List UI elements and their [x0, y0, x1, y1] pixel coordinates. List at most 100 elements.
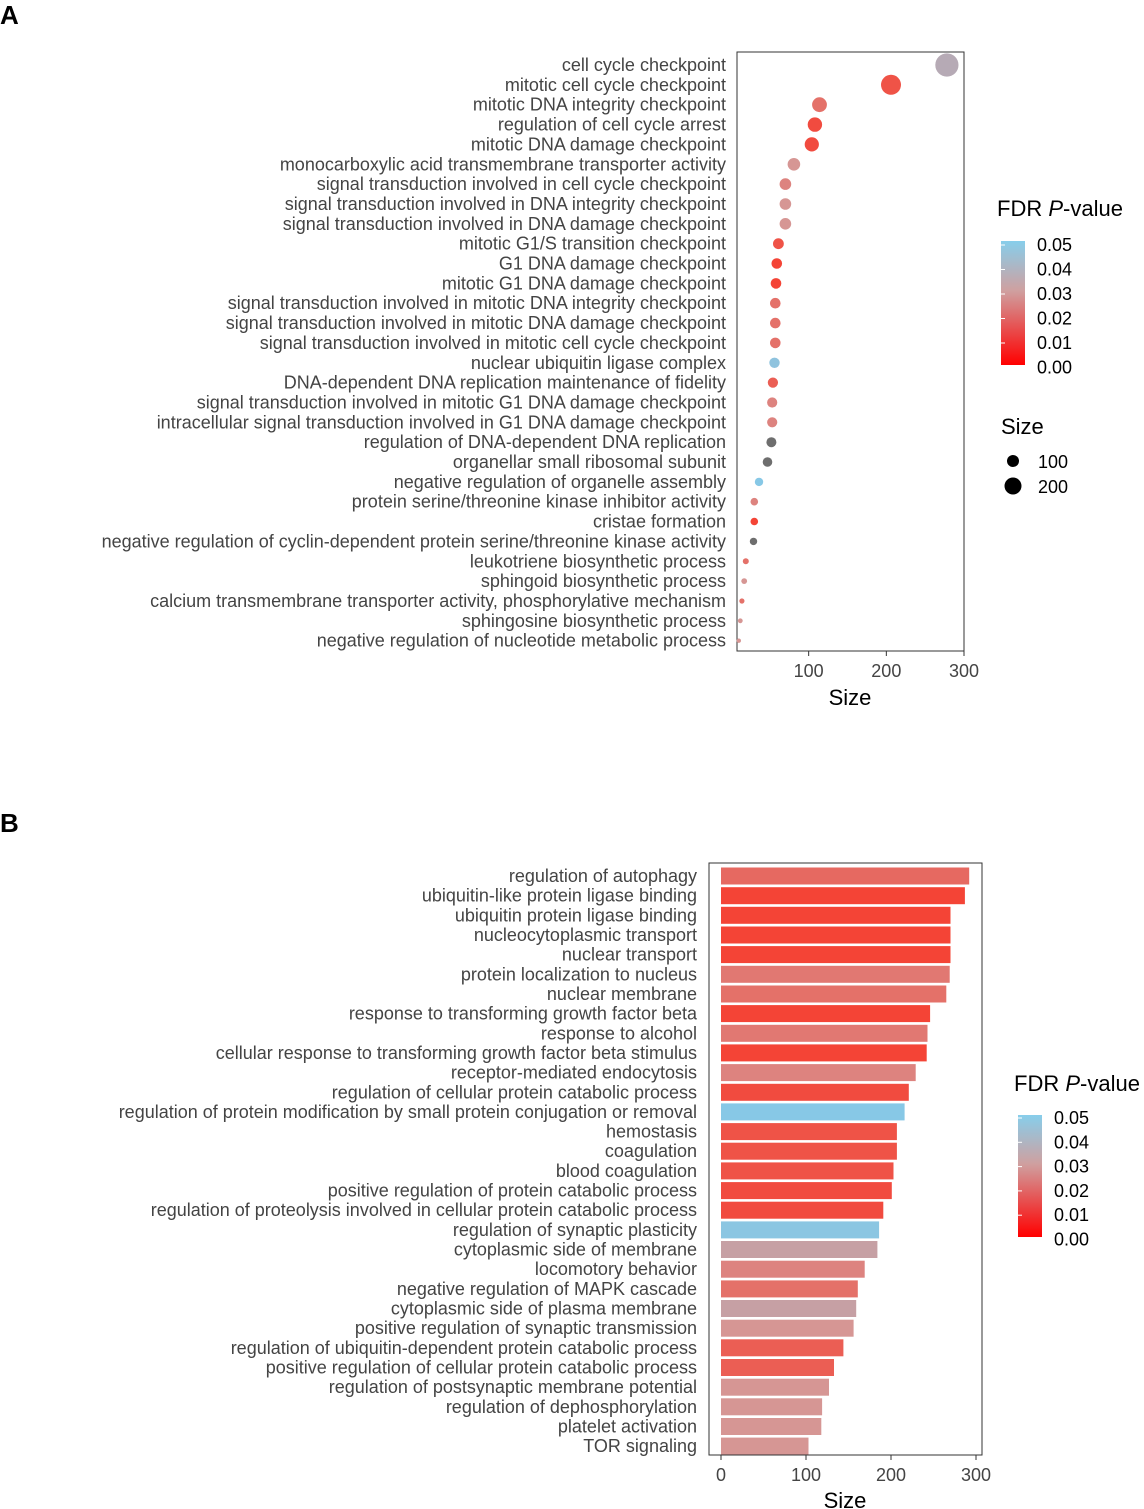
panel-b-bar-positive-regulation-of-synaptic-transmission: [721, 1319, 854, 1337]
panel-a-point-signal-transduction-involved-in-mitotic-g1-dna-damage-checkpoint: [767, 397, 778, 408]
panel-a-colorbar-label-0.03: 0.03: [1037, 284, 1072, 304]
panel-a-term-leukotriene-biosynthetic-process: leukotriene biosynthetic process: [470, 551, 726, 571]
panel-b-x-axis-title: Size: [824, 1488, 867, 1509]
panel-a-term-signal-transduction-involved-in-mitotic-cell-cycle-checkpoint: signal transduction involved in mitotic …: [260, 333, 726, 353]
panel-a-term-signal-transduction-involved-in-mitotic-g1-dna-damage-checkpoint: signal transduction involved in mitotic …: [197, 392, 726, 412]
panel-b-color-legend-title: FDR P-value: [1014, 1071, 1140, 1096]
panel-b-term-negative-regulation-of-mapk-cascade: negative regulation of MAPK cascade: [397, 1279, 697, 1299]
panel-a-term-signal-transduction-involved-in-cell-cycle-checkpoint: signal transduction involved in cell cyc…: [317, 174, 726, 194]
panel-b-term-regulation-of-ubiquitin-dependent-protein-catabolic-process: regulation of ubiquitin-dependent protei…: [231, 1338, 697, 1358]
panel-a-term-protein-serine-threonine-kinase-inhibitor-activity: protein serine/threonine kinase inhibito…: [352, 492, 726, 512]
panel-a-term-calcium-transmembrane-transporter-activity-phosphorylative-mechanism: calcium transmembrane transporter activi…: [150, 591, 726, 611]
size-legend-dot-100: [1007, 455, 1019, 467]
panel-b-term-receptor-mediated-endocytosis: receptor-mediated endocytosis: [451, 1063, 697, 1083]
panel-a-point-protein-serine-threonine-kinase-inhibitor-activity: [750, 497, 759, 506]
panel-b-term-nuclear-transport: nuclear transport: [562, 945, 697, 965]
panel-a-colorbar-label-0.01: 0.01: [1037, 333, 1072, 353]
panel-b-term-cytoplasmic-side-of-membrane: cytoplasmic side of membrane: [454, 1240, 697, 1260]
panel-b-bar-nuclear-membrane: [721, 985, 947, 1003]
panel-a-term-signal-transduction-involved-in-mitotic-dna-damage-checkpoint: signal transduction involved in mitotic …: [226, 313, 726, 333]
panel-a-point-signal-transduction-involved-in-mitotic-dna-damage-checkpoint: [770, 317, 781, 329]
panel-a-color-legend-title: FDR P-value: [997, 196, 1123, 221]
panel-b-bar-negative-regulation-of-mapk-cascade: [721, 1280, 858, 1298]
panel-b-term-ubiquitin-like-protein-ligase-binding: ubiquitin-like protein ligase binding: [422, 886, 697, 906]
panel-a-colorbar-label-0.00: 0.00: [1037, 358, 1072, 378]
panel-b-bar-cellular-response-to-transforming-growth-factor-beta-stimulus: [721, 1044, 927, 1062]
panel-a-point-signal-transduction-involved-in-cell-cycle-checkpoint: [779, 178, 792, 190]
panel-a-term-sphingosine-biosynthetic-process: sphingosine biosynthetic process: [462, 611, 726, 631]
panel-b-term-response-to-alcohol: response to alcohol: [541, 1023, 697, 1043]
panel-b-bar-regulation-of-protein-modification-by-small-protein-conjugation-or-removal: [721, 1103, 905, 1121]
panel-b-term-nucleocytoplasmic-transport: nucleocytoplasmic transport: [474, 925, 697, 945]
panel-b-colorbar-label-0.05: 0.05: [1054, 1108, 1089, 1128]
panel-a-color-legend: FDR P-value 0.05 0.04 0.03 0.02 0.01 0.00: [997, 196, 1123, 378]
panel-a-term-dna-dependent-dna-replication-maintenance-of-fidelity: DNA-dependent DNA replication maintenanc…: [284, 373, 726, 393]
panel-b-bar-ubiquitin-like-protein-ligase-binding: [721, 887, 965, 905]
panel-b-bar-coagulation: [721, 1142, 897, 1160]
panel-a-plot-frame: [736, 51, 965, 652]
panel-b-bar-receptor-mediated-endocytosis: [721, 1064, 916, 1082]
panel-a-term-cristae-formation: cristae formation: [593, 512, 726, 532]
panel-a-point-g1-dna-damage-checkpoint: [771, 258, 783, 269]
panel-a-point-negative-regulation-of-organelle-assembly: [754, 477, 764, 487]
panel-a-term-signal-transduction-involved-in-mitotic-dna-integrity-checkpoint: signal transduction involved in mitotic …: [228, 293, 726, 313]
panel-a-point-calcium-transmembrane-transporter-activity-phosphorylative-mechanism: [739, 598, 745, 604]
panel-a-point-monocarboxylic-acid-transmembrane-transporter-activity: [787, 158, 801, 171]
panel-b-bar-regulation-of-dephosphorylation: [721, 1398, 823, 1416]
panel-b-bar-positive-regulation-of-cellular-protein-catabolic-process: [721, 1359, 834, 1376]
panel-b-bar-nucleocytoplasmic-transport: [721, 926, 951, 944]
panel-a-point-mitotic-dna-integrity-checkpoint: [812, 97, 827, 113]
panel-b-colorbar: [1018, 1115, 1042, 1237]
panel-a-colorbar: [1001, 241, 1025, 365]
panel-b-plot-frame: [708, 862, 983, 1456]
panel-a-point-mitotic-dna-damage-checkpoint: [804, 137, 819, 152]
panel-a-tick-label-200: 200: [871, 661, 901, 681]
panel-a-term-mitotic-dna-damage-checkpoint: mitotic DNA damage checkpoint: [471, 134, 726, 154]
panel-a-label: A: [0, 0, 19, 30]
panel-b-bar-response-to-transforming-growth-factor-beta: [721, 1005, 931, 1023]
panel-a-x-axis-title: Size: [829, 685, 872, 710]
panel-b-tick-label-100: 100: [791, 1465, 821, 1485]
panel-a-term-signal-transduction-involved-in-dna-integrity-checkpoint: signal transduction involved in DNA inte…: [285, 194, 726, 214]
panel-b-bar-regulation-of-autophagy: [721, 867, 970, 885]
panel-b-term-platelet-activation: platelet activation: [558, 1416, 697, 1436]
panel-a-term-sphingoid-biosynthetic-process: sphingoid biosynthetic process: [481, 571, 726, 591]
panel-b-bar-hemostasis: [721, 1123, 897, 1141]
panel-b-bar-protein-localization-to-nucleus: [721, 965, 950, 983]
panel-b-tick-label-300: 300: [961, 1465, 991, 1485]
panel-b-color-legend: FDR P-value 0.05 0.04 0.03 0.02 0.01 0.00: [1014, 1071, 1140, 1250]
panel-a-term-organellar-small-ribosomal-subunit: organellar small ribosomal subunit: [453, 452, 726, 472]
panel-a-term-signal-transduction-involved-in-dna-damage-checkpoint: signal transduction involved in DNA dama…: [283, 214, 726, 234]
panel-a-term-cell-cycle-checkpoint: cell cycle checkpoint: [562, 55, 726, 75]
panel-a-tick-label-100: 100: [794, 661, 824, 681]
panel-b-label: B: [0, 808, 19, 838]
panel-b-bar-regulation-of-proteolysis-involved-in-cellular-protein-catabolic-process: [721, 1201, 884, 1219]
panel-a-point-mitotic-g1-dna-damage-checkpoint: [770, 278, 782, 289]
panel-b-term-tor-signaling: TOR signaling: [583, 1436, 697, 1456]
panel-a-point-intracellular-signal-transduction-involved-in-g1-dna-damage-checkpoint: [767, 417, 778, 428]
panel-a-point-signal-transduction-involved-in-mitotic-dna-integrity-checkpoint: [770, 297, 781, 309]
panel-a-term-mitotic-g1-s-transition-checkpoint: mitotic G1/S transition checkpoint: [459, 234, 726, 254]
panel-b-tick-label-0: 0: [716, 1465, 726, 1485]
panel-b-bar-response-to-alcohol: [721, 1024, 928, 1042]
panel-a-term-mitotic-cell-cycle-checkpoint: mitotic cell cycle checkpoint: [505, 75, 726, 95]
panel-a-term-monocarboxylic-acid-transmembrane-transporter-activity: monocarboxylic acid transmembrane transp…: [280, 154, 726, 174]
panel-b-bar-regulation-of-ubiquitin-dependent-protein-catabolic-process: [721, 1339, 844, 1357]
panel-b-bar-platelet-activation: [721, 1418, 822, 1435]
panel-b-term-nuclear-membrane: nuclear membrane: [547, 984, 697, 1004]
size-legend-label-100: 100: [1038, 452, 1068, 472]
panel-a-term-nuclear-ubiquitin-ligase-complex: nuclear ubiquitin ligase complex: [471, 353, 726, 373]
panel-b-tick-label-200: 200: [876, 1465, 906, 1485]
panel-b-term-positive-regulation-of-cellular-protein-catabolic-process: positive regulation of cellular protein …: [266, 1358, 697, 1378]
panel-b-bar-locomotory-behavior: [721, 1260, 865, 1278]
panel-a-colorbar-label-0.05: 0.05: [1037, 235, 1072, 255]
panel-b-bar-positive-regulation-of-protein-catabolic-process: [721, 1182, 892, 1200]
panel-a-point-signal-transduction-involved-in-mitotic-cell-cycle-checkpoint: [770, 337, 781, 349]
panel-b-term-regulation-of-protein-modification-by-small-protein-conjugation-or-removal: regulation of protein modification by sm…: [119, 1102, 697, 1122]
panel-a-term-regulation-of-cell-cycle-arrest: regulation of cell cycle arrest: [498, 115, 726, 135]
panel-b-bar-cytoplasmic-side-of-plasma-membrane: [721, 1300, 857, 1317]
panel-b-bar-regulation-of-postsynaptic-membrane-potential: [721, 1378, 829, 1396]
panel-a-point-negative-regulation-of-nucleotide-metabolic-process: [736, 638, 741, 643]
